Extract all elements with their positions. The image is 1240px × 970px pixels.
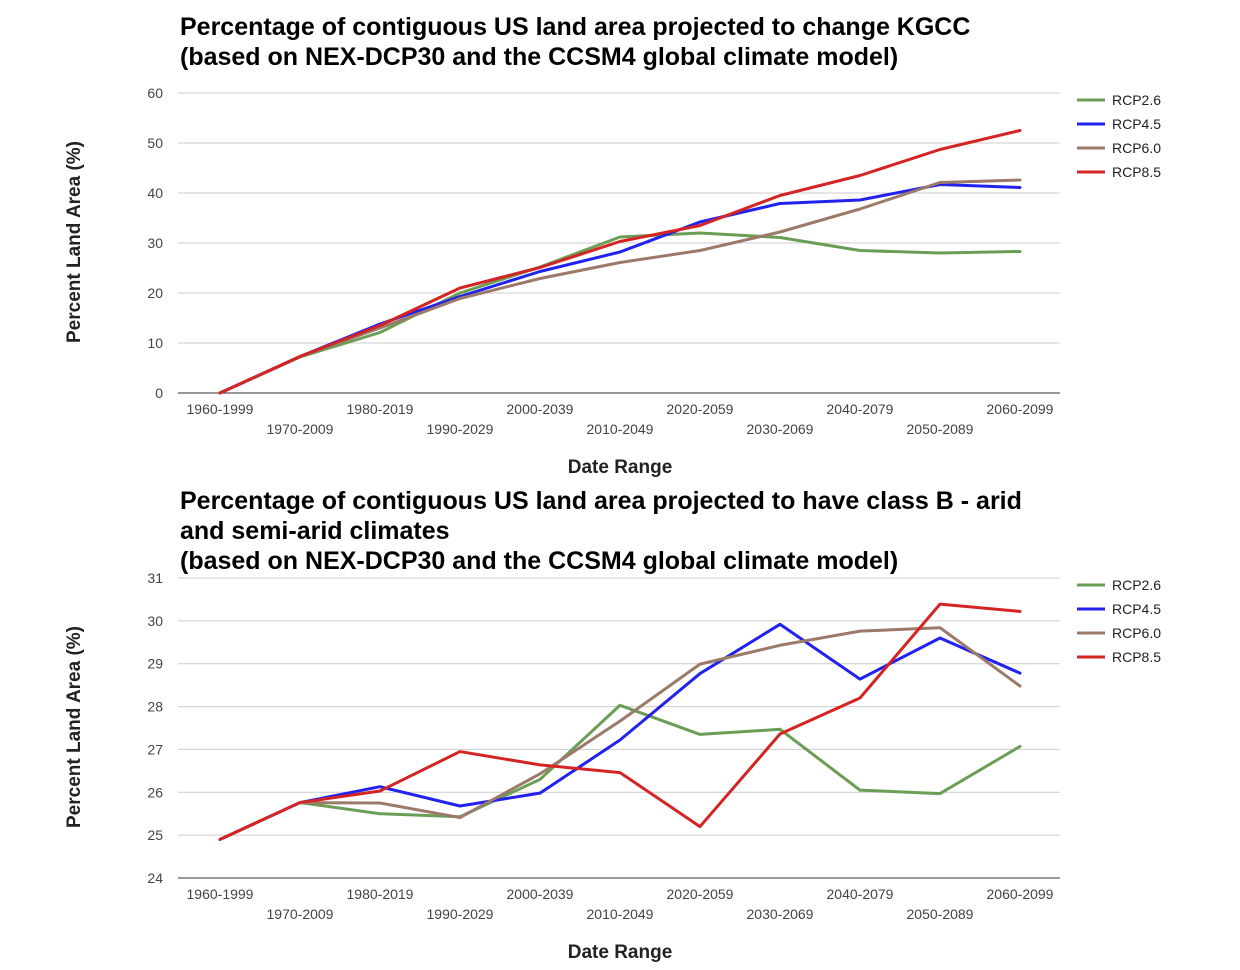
y-tick-label: 20 [147,285,163,301]
y-tick-label: 27 [147,741,163,757]
series-line-rcp8-5 [218,602,1022,841]
x-tick-label: 2060-2099 [987,401,1054,417]
x-tick-label: 2030-2069 [747,421,814,437]
chart-title: Percentage of contiguous US land area pr… [180,12,1080,72]
chart-title: Percentage of contiguous US land area pr… [180,486,1080,576]
x-axis-title: Date Range [568,457,673,478]
x-tick-label: 2010-2049 [587,906,654,922]
x-tick-label: 1980-2019 [347,886,414,902]
series-line-rcp6-0 [218,626,1022,841]
chart-title-line: (based on NEX-DCP30 and the CCSM4 global… [180,43,899,71]
legend-label: RCP4.5 [1112,601,1161,617]
x-tick-label: 2000-2039 [507,886,574,902]
x-tick-label: 2020-2059 [667,401,734,417]
x-tick-label: 2040-2079 [827,886,894,902]
x-tick-label: 2000-2039 [507,401,574,417]
legend-label: RCP4.5 [1112,116,1161,132]
y-tick-label: 30 [147,235,163,251]
series-line-rcp2-6 [218,231,1022,395]
x-tick-label: 1990-2029 [427,906,494,922]
legend-label: RCP6.0 [1112,140,1161,156]
legend-label: RCP6.0 [1112,625,1161,641]
chart-plot-svg: 24 25 26 27 28 29 30 31 1960-1999 1970-2009 1980-2… [64,570,1161,963]
x-tick-label: 1970-2009 [267,906,334,922]
y-tick-label: 30 [147,613,163,629]
series-line-rcp4-5 [218,183,1022,395]
y-tick-label: 0 [155,385,163,401]
y-tick-label: 40 [147,185,163,201]
chart-arid-climates: Percentage of contiguous US land area pr… [0,485,1240,970]
x-tick-label: 1970-2009 [267,421,334,437]
y-tick-label: 10 [147,335,163,351]
x-tick-label: 2060-2099 [987,886,1054,902]
chart-plot-svg: 0 10 20 30 40 50 60 1960-1999 1970-2009 1980-2019… [64,85,1161,478]
y-tick-label: 29 [147,656,163,672]
legend-label: RCP2.6 [1112,92,1161,108]
y-axis-title: Percent Land Area (%) [64,141,85,343]
x-tick-label: 2010-2049 [587,421,654,437]
y-tick-label: 25 [147,827,163,843]
chart-title-line: Percentage of contiguous US land area pr… [180,13,971,41]
y-tick-label: 26 [147,784,163,800]
x-axis-title: Date Range [568,942,673,963]
legend-label: RCP8.5 [1112,164,1161,180]
x-tick-label: 2040-2079 [827,401,894,417]
chart-title-line: and semi-arid climates [180,517,450,545]
y-tick-label: 60 [147,85,163,101]
x-tick-label: 2050-2089 [907,421,974,437]
y-tick-label: 24 [147,870,163,886]
y-tick-label: 50 [147,135,163,151]
chart-kgcc-change: Percentage of contiguous US land area pr… [64,12,1161,478]
series-line-rcp2-6 [218,703,1022,841]
x-tick-label: 1960-1999 [187,401,254,417]
x-tick-label: 2030-2069 [747,906,814,922]
y-tick-label: 31 [147,570,163,586]
x-tick-label: 2020-2059 [667,886,734,902]
series-line-rcp6-0 [218,178,1022,395]
chart-title-line: (based on NEX-DCP30 and the CCSM4 global… [180,547,899,575]
series-line-rcp8-5 [218,129,1022,395]
y-tick-label: 28 [147,699,163,715]
x-tick-label: 1980-2019 [347,401,414,417]
legend-label: RCP2.6 [1112,577,1161,593]
y-axis-title: Percent Land Area (%) [64,626,85,828]
x-tick-label: 2050-2089 [907,906,974,922]
chart-title-line: Percentage of contiguous US land area pr… [180,487,1022,515]
x-tick-label: 1990-2029 [427,421,494,437]
legend-label: RCP8.5 [1112,649,1161,665]
x-tick-label: 1960-1999 [187,886,254,902]
